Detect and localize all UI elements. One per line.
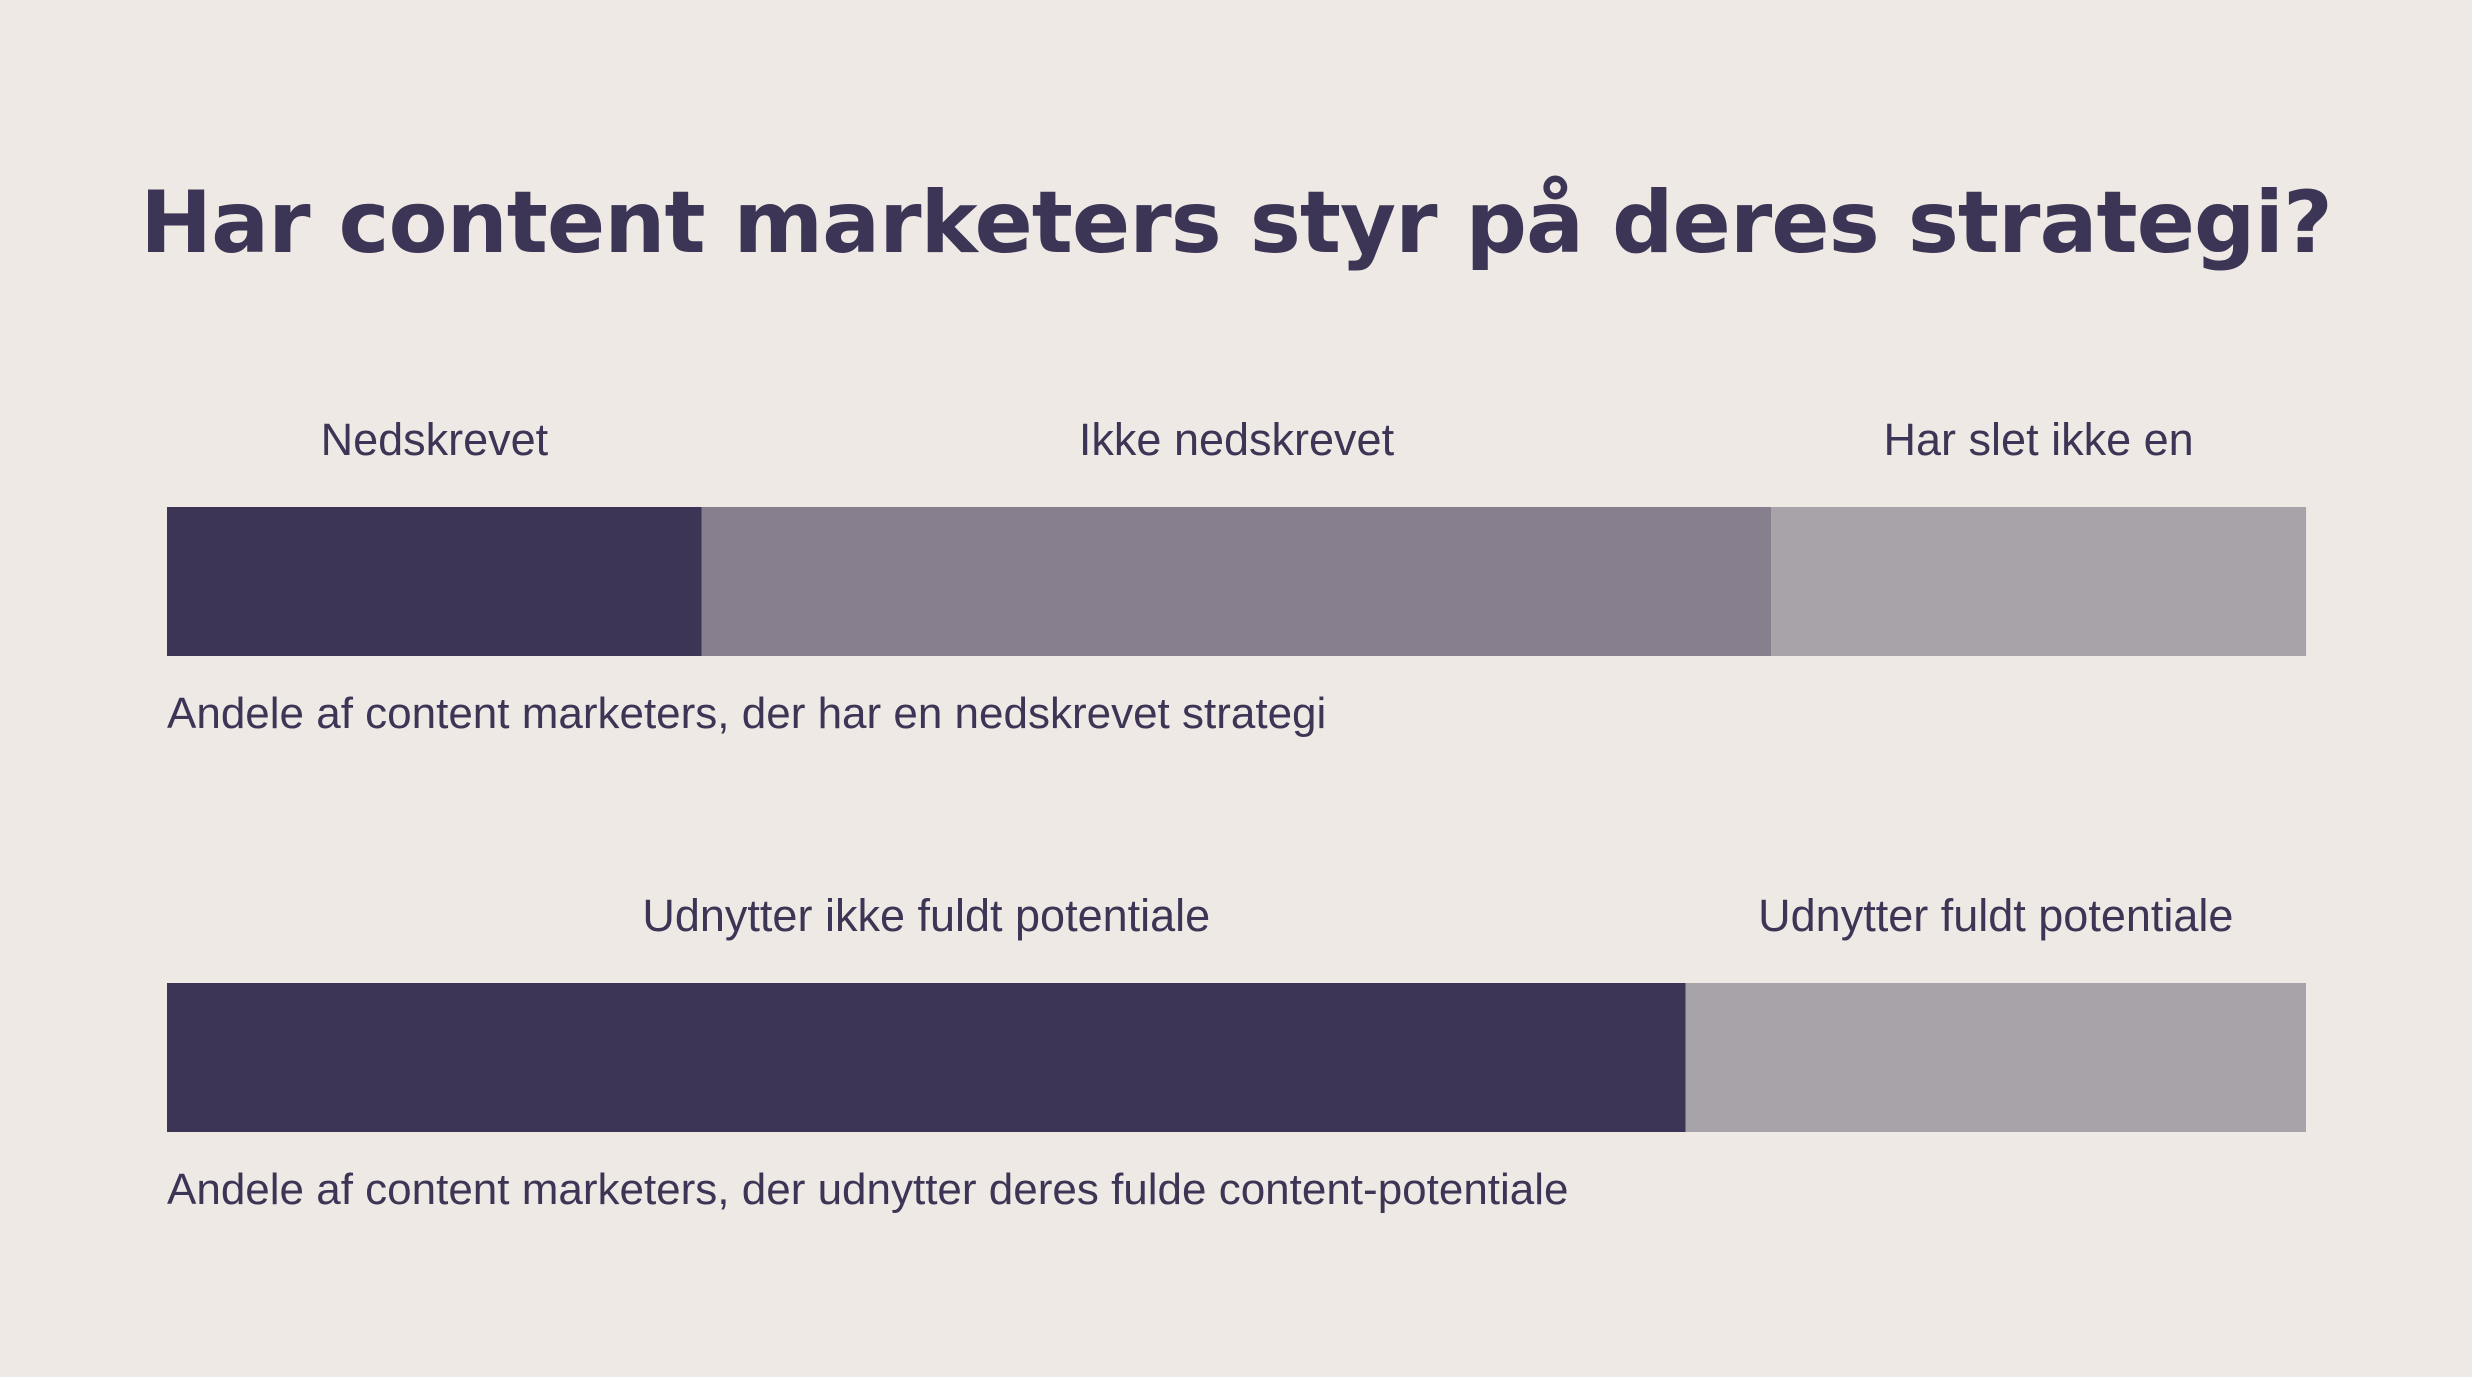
bar-segment [1771,507,2307,656]
bar-segment [167,983,1686,1132]
bar-segment [167,507,702,656]
segment-label: Har slet ikke en [1884,414,2194,465]
segment-label: Udnytter fuldt potentiale [1758,890,2233,941]
bar-segment [1685,983,2306,1132]
bar-caption: Andele af content marketers, der har en … [167,689,1326,738]
segment-label: Nedskrevet [321,414,549,465]
segment-label: Ikke nedskrevet [1079,414,1395,465]
bar-caption: Andele af content marketers, der udnytte… [167,1165,1569,1214]
bar-segment [701,507,1772,656]
segment-label: Udnytter ikke fuldt potentiale [642,890,1210,941]
chart-title: Har content marketers styr på deres stra… [140,173,2333,273]
